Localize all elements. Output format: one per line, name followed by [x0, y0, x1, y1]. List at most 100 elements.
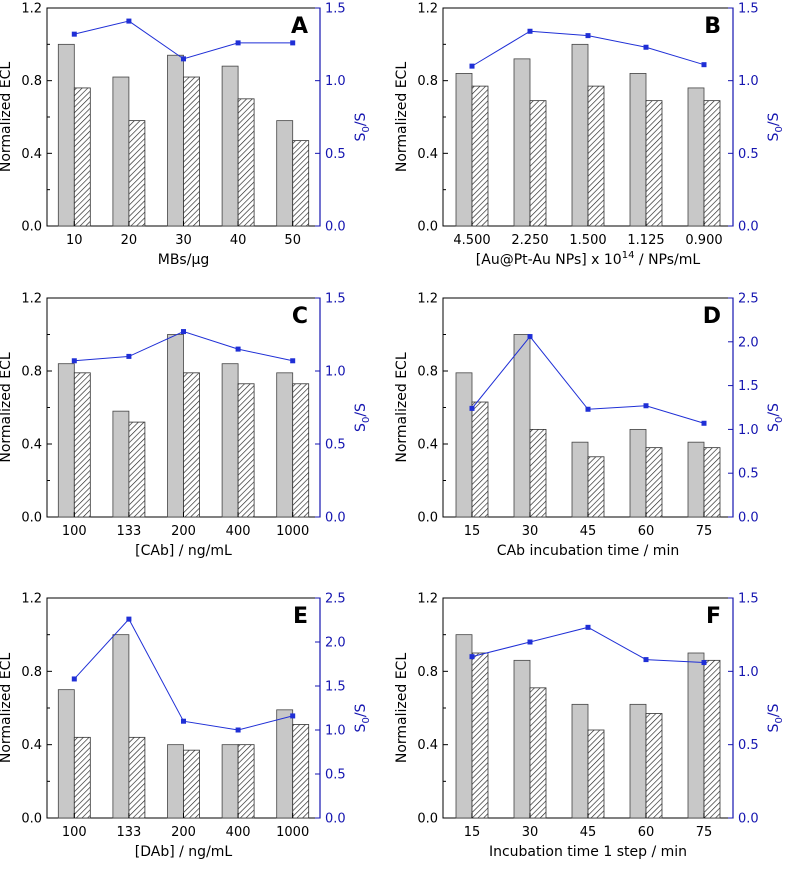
y-tick-label: 0.4: [21, 438, 42, 453]
bar-gray: [276, 709, 294, 819]
bar-gray: [571, 703, 589, 819]
bar-gray: [57, 363, 75, 518]
y2-axis-label: S0/S: [353, 703, 372, 732]
bar-hatched: [703, 447, 721, 518]
bar-hatched: [237, 744, 255, 819]
bar-hatched: [73, 372, 91, 518]
s0s-marker: [527, 639, 533, 645]
y-tick-label: 0.8: [21, 365, 42, 380]
bar-gray: [455, 634, 473, 819]
chart-panel-e: 0.0 0.4 0.8 1.2 0.0 0.5 1.0 1.5 2.0 2.5 100 133 200 4…: [0, 592, 372, 861]
bar-gray: [629, 73, 647, 227]
y-axis-label: Normalized ECL: [394, 62, 410, 172]
s0s-marker: [126, 18, 132, 24]
bar-gray: [112, 410, 130, 518]
bar-hatched: [587, 729, 605, 819]
y-tick-label: 0.0: [417, 812, 438, 827]
x-axis-label: CAb incubation time / min: [497, 543, 679, 559]
x-axis-label: Incubation time 1 step / min: [489, 844, 687, 860]
chart-panel-b: 0.0 0.4 0.8 1.2 0.0 0.5 1.0 1.5 4.500 2.250 1.500 1…: [394, 2, 785, 269]
bar-hatched: [471, 85, 489, 227]
y2-tick-label: 1.0: [325, 724, 346, 739]
bar-hatched: [292, 140, 310, 227]
bar-hatched: [128, 736, 146, 819]
x-tick-label: 30: [522, 825, 539, 840]
y2-tick-label: 0.5: [325, 438, 346, 453]
bar-hatched: [529, 687, 547, 819]
y2-tick-label: 0.0: [325, 812, 346, 827]
s0s-line: [73, 618, 293, 731]
bar-hatched: [703, 659, 721, 819]
bar-hatched: [587, 456, 605, 518]
x-tick-label: 133: [116, 524, 141, 539]
s0s-marker: [126, 616, 132, 622]
y2-axis-label: S0/S: [766, 112, 785, 141]
bar-gray: [455, 73, 473, 227]
bar-hatched: [645, 713, 663, 819]
s0s-marker: [290, 358, 296, 364]
panel-letter: B: [704, 14, 721, 39]
y2-tick-label: 1.5: [738, 2, 759, 17]
bar-gray: [687, 652, 705, 819]
bar-gray: [112, 76, 130, 227]
bar-hatched: [237, 383, 255, 518]
y2-tick-label: 1.5: [325, 680, 346, 695]
s0s-marker: [235, 40, 241, 46]
y-tick-label: 0.0: [417, 511, 438, 526]
bar-gray: [276, 120, 294, 227]
y2-tick-label: 0.5: [738, 467, 759, 482]
bar-gray: [221, 363, 239, 518]
y2-tick-label: 1.0: [738, 423, 759, 438]
bar-hatched: [471, 652, 489, 819]
s0s-marker: [701, 62, 707, 68]
y2-tick-label: 0.0: [738, 812, 759, 827]
bar-hatched: [645, 100, 663, 227]
s0s-marker: [701, 420, 707, 426]
y2-tick-label: 2.5: [738, 292, 759, 307]
y2-axis-label: S0/S: [353, 403, 372, 432]
s0s-marker: [71, 676, 77, 682]
y-tick-label: 0.4: [417, 738, 438, 753]
s0s-marker: [469, 654, 475, 660]
s0s-line: [471, 626, 705, 664]
y-tick-label: 0.4: [21, 738, 42, 753]
chart-panel-f: 0.0 0.4 0.8 1.2 0.0 0.5 1.0 1.5 15 30 45 60 75 F Incub…: [394, 592, 785, 861]
bar-gray: [167, 744, 184, 819]
x-tick-label: 4.500: [453, 233, 490, 248]
x-tick-label: 1000: [276, 825, 309, 840]
s0s-marker: [235, 727, 241, 733]
y-tick-label: 0.8: [417, 665, 438, 680]
x-tick-label: 0.900: [685, 233, 722, 248]
x-tick-label: 10: [66, 233, 83, 248]
chart-panel-a: 0.0 0.4 0.8 1.2 0.0 0.5 1.0 1.5 10 20 30 40 50 A MBs/μ…: [0, 2, 372, 269]
x-tick-label: 100: [62, 825, 87, 840]
s0s-marker: [643, 403, 649, 409]
y2-tick-label: 0.5: [738, 738, 759, 753]
bar-hatched: [587, 85, 605, 227]
y2-tick-label: 1.0: [738, 74, 759, 89]
bar-gray: [455, 372, 473, 518]
bar-gray: [167, 54, 184, 227]
y-tick-label: 0.4: [417, 147, 438, 162]
bar-hatched: [645, 447, 663, 518]
y-tick-label: 0.0: [21, 511, 42, 526]
bar-gray: [57, 689, 75, 819]
x-axis-label: [DAb] / ng/mL: [135, 844, 233, 860]
s0s-marker: [469, 63, 475, 69]
s0s-marker: [585, 33, 591, 39]
x-tick-label: 45: [580, 524, 597, 539]
bar-gray: [57, 43, 75, 227]
y2-tick-label: 1.5: [325, 292, 346, 307]
bar-gray: [221, 744, 239, 819]
y-axis-label: Normalized ECL: [0, 653, 14, 763]
y-axis-label: Normalized ECL: [394, 653, 410, 763]
y2-tick-label: 1.0: [325, 74, 346, 89]
x-tick-label: 200: [171, 825, 196, 840]
bar-hatched: [529, 100, 547, 227]
bar-hatched: [128, 120, 146, 227]
y-tick-label: 1.2: [417, 2, 438, 17]
s0s-marker: [585, 624, 591, 630]
bar-gray: [513, 58, 531, 227]
y-tick-label: 0.0: [21, 220, 42, 235]
y-tick-label: 1.2: [417, 292, 438, 307]
